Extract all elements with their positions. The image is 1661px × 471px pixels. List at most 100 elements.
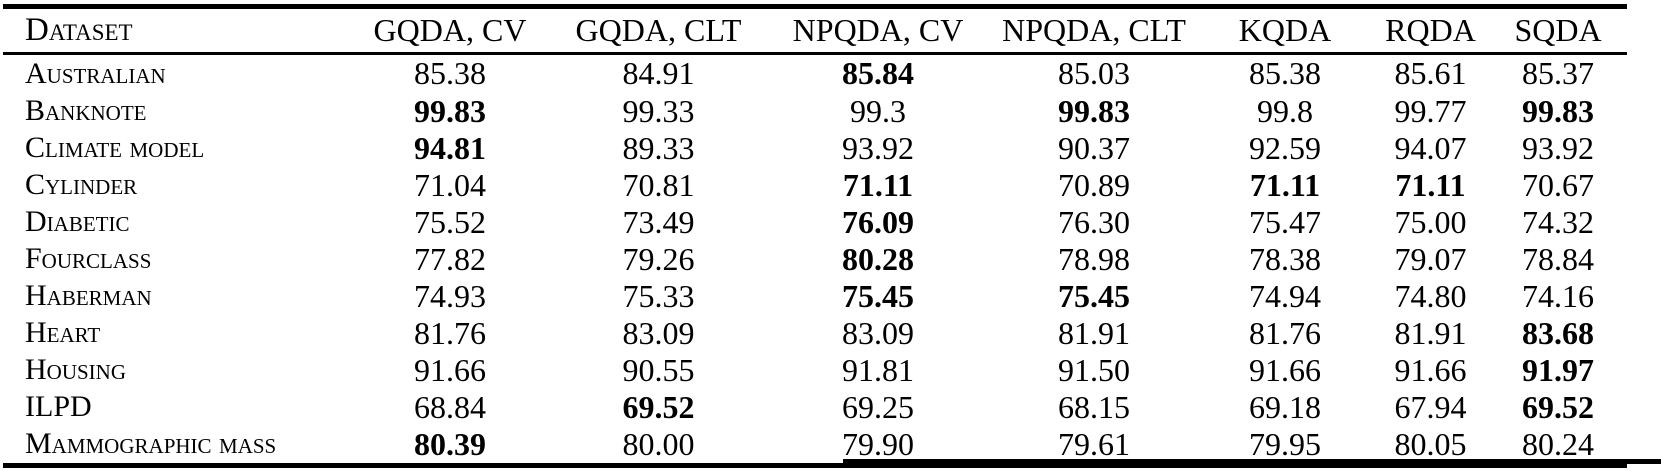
table-row: Housing 91.66 90.55 91.81 91.50 91.66 91.66 91…	[3, 352, 1627, 389]
value-cell: 80.24	[1522, 425, 1594, 462]
value-cell: 67.94	[1394, 388, 1467, 425]
value-cell: 79.95	[1249, 425, 1321, 462]
value-cell: 74.32	[1522, 203, 1594, 240]
value-cell: 81.76	[1249, 314, 1321, 351]
value-cell: 99.83	[1058, 92, 1130, 129]
column-header-npqda-clt: NPQDA, CLT	[1002, 12, 1186, 48]
dataset-cell: Haberman	[25, 279, 152, 312]
value-cell: 90.55	[622, 351, 695, 388]
value-cell: 71.11	[1395, 166, 1466, 203]
table-row: Haberman 74.93 75.33 75.45 75.45 74.94 74.80 7…	[3, 278, 1627, 315]
column-header-sqda: SQDA	[1514, 12, 1602, 48]
dataset-cell: Heart	[25, 316, 101, 349]
value-cell: 68.84	[414, 388, 486, 425]
value-cell: 80.05	[1394, 425, 1467, 462]
table-row: Cylinder 71.04 70.81 71.11 70.89 71.11 71.11 7…	[3, 167, 1627, 204]
column-header-gqda-clt: GQDA, CLT	[575, 12, 742, 48]
dataset-cell: Housing	[25, 353, 126, 386]
value-cell: 80.28	[842, 240, 914, 277]
results-table: Dataset GQDA, CV GQDA, CLT NPQDA, CV NPQ…	[3, 4, 1627, 468]
value-cell: 83.09	[622, 314, 695, 351]
dataset-cell: ILPD	[25, 390, 92, 423]
value-cell: 75.33	[622, 277, 695, 314]
value-cell: 69.52	[1522, 388, 1594, 425]
table-row: Fourclass 77.82 79.26 80.28 78.98 78.38 79.07…	[3, 241, 1627, 278]
dataset-cell: Fourclass	[25, 242, 152, 275]
value-cell: 76.09	[842, 203, 914, 240]
value-cell: 68.15	[1058, 388, 1130, 425]
value-cell: 74.94	[1249, 277, 1321, 314]
value-cell: 71.11	[1249, 166, 1321, 203]
table-row: Australian 85.38 84.91 85.84 85.03 85.38 85.6…	[3, 54, 1627, 93]
table-row: Mammographic mass 80.39 80.00 79.90 79.61 79…	[3, 426, 1627, 466]
value-cell: 79.07	[1394, 240, 1467, 277]
table-row: Heart 81.76 83.09 83.09 81.91 81.76 81.91 83.6…	[3, 315, 1627, 352]
column-header-gqda-cv: GQDA, CV	[373, 12, 527, 48]
column-header-dataset: Dataset	[25, 12, 133, 48]
value-cell: 89.33	[622, 129, 695, 166]
value-cell: 78.84	[1522, 240, 1594, 277]
value-cell: 75.47	[1249, 203, 1321, 240]
value-cell: 85.38	[1249, 55, 1321, 92]
column-header-npqda-cv: NPQDA, CV	[792, 12, 964, 48]
value-cell: 79.26	[622, 240, 695, 277]
value-cell: 69.25	[842, 388, 914, 425]
value-cell: 93.92	[1522, 129, 1594, 166]
value-cell: 71.11	[842, 166, 914, 203]
dataset-cell: Banknote	[25, 94, 147, 127]
value-cell: 78.38	[1249, 240, 1321, 277]
table-row: Diabetic 75.52 73.49 76.09 76.30 75.47 75.00 7…	[3, 204, 1627, 241]
value-cell: 99.8	[1257, 92, 1313, 129]
value-cell: 85.37	[1522, 55, 1594, 92]
value-cell: 69.52	[622, 388, 695, 425]
value-cell: 75.45	[842, 277, 914, 314]
value-cell: 85.38	[414, 55, 486, 92]
value-cell: 99.77	[1394, 92, 1467, 129]
value-cell: 80.00	[622, 425, 695, 462]
value-cell: 91.66	[1394, 351, 1467, 388]
value-cell: 75.52	[414, 203, 486, 240]
value-cell: 74.93	[414, 277, 486, 314]
value-cell: 85.84	[842, 55, 914, 92]
value-cell: 84.91	[622, 55, 695, 92]
value-cell: 99.83	[1522, 92, 1594, 129]
dataset-cell: Cylinder	[25, 168, 138, 201]
value-cell: 69.18	[1249, 388, 1321, 425]
value-cell: 99.33	[622, 92, 695, 129]
dataset-cell: Climate model	[25, 131, 205, 164]
table-row: ILPD 68.84 69.52 69.25 68.15 69.18 67.94 69.52	[3, 389, 1627, 426]
value-cell: 93.92	[842, 129, 914, 166]
value-cell: 81.76	[414, 314, 486, 351]
value-cell: 80.39	[414, 425, 486, 462]
value-cell: 81.91	[1058, 314, 1130, 351]
value-cell: 85.61	[1394, 55, 1467, 92]
value-cell: 92.59	[1249, 129, 1321, 166]
value-cell: 91.66	[414, 351, 486, 388]
value-cell: 70.81	[622, 166, 695, 203]
value-cell: 91.81	[842, 351, 914, 388]
value-cell: 74.80	[1394, 277, 1467, 314]
value-cell: 78.98	[1058, 240, 1130, 277]
value-cell: 91.66	[1249, 351, 1321, 388]
next-table-top-rule	[843, 459, 1661, 464]
value-cell: 91.50	[1058, 351, 1130, 388]
dataset-cell: Diabetic	[25, 205, 130, 238]
table-row: Climate model 94.81 89.33 93.92 90.37 92.59 9…	[3, 130, 1627, 167]
value-cell: 91.97	[1522, 351, 1594, 388]
value-cell: 83.09	[842, 314, 914, 351]
value-cell: 70.67	[1522, 166, 1594, 203]
value-cell: 94.07	[1394, 129, 1467, 166]
value-cell: 74.16	[1522, 277, 1594, 314]
header-row: Dataset GQDA, CV GQDA, CLT NPQDA, CV NPQ…	[3, 7, 1627, 54]
value-cell: 75.45	[1058, 277, 1130, 314]
column-header-kqda: KQDA	[1238, 12, 1332, 48]
table-row: Banknote 99.83 99.33 99.3 99.83 99.8 99.77 99.…	[3, 93, 1627, 130]
value-cell: 75.00	[1394, 203, 1467, 240]
value-cell: 94.81	[414, 129, 486, 166]
value-cell: 85.03	[1058, 55, 1130, 92]
value-cell: 79.90	[842, 425, 914, 462]
value-cell: 73.49	[622, 203, 695, 240]
dataset-cell: Australian	[25, 56, 166, 90]
value-cell: 77.82	[414, 240, 486, 277]
